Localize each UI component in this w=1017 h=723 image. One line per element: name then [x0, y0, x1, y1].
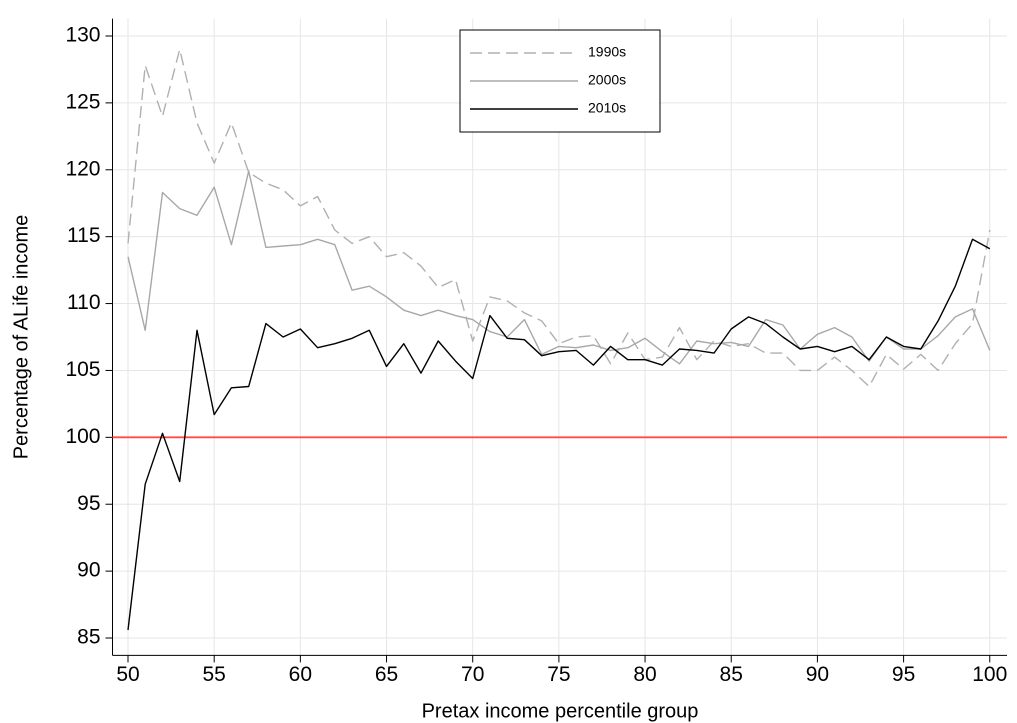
x-tick-label: 90 [806, 663, 829, 686]
x-tick-label: 95 [892, 663, 915, 686]
legend-label: 2000s [588, 72, 626, 88]
y-tick-label: 125 [65, 90, 100, 113]
x-tick-label: 50 [116, 663, 139, 686]
y-tick-label: 95 [77, 492, 100, 515]
y-tick-label: 85 [77, 626, 100, 649]
series-line [127, 238, 991, 631]
series-line [127, 48, 991, 388]
y-axis-title: Percentage of ALife income [10, 215, 32, 460]
x-axis-title: Pretax income percentile group [422, 700, 699, 722]
x-tick-label: 100 [972, 663, 1007, 686]
x-tick-label: 80 [633, 663, 656, 686]
x-tick-label: 85 [720, 663, 743, 686]
y-tick-label: 115 [67, 224, 100, 247]
y-tick-label: 120 [65, 157, 100, 180]
x-tick-label: 70 [461, 663, 484, 686]
legend-label: 1990s [588, 44, 626, 60]
y-tick-label: 100 [65, 425, 100, 448]
series-line [127, 170, 991, 365]
y-tick-label: 90 [77, 559, 100, 582]
x-tick-label: 65 [375, 663, 398, 686]
legend-label: 2010s [588, 100, 626, 116]
x-tick-label: 60 [289, 663, 312, 686]
x-tick-label: 75 [547, 663, 570, 686]
x-tick-label: 55 [203, 663, 226, 686]
y-tick-label: 105 [65, 358, 100, 381]
y-tick-label: 130 [65, 24, 100, 47]
y-tick-label: 110 [67, 291, 100, 314]
